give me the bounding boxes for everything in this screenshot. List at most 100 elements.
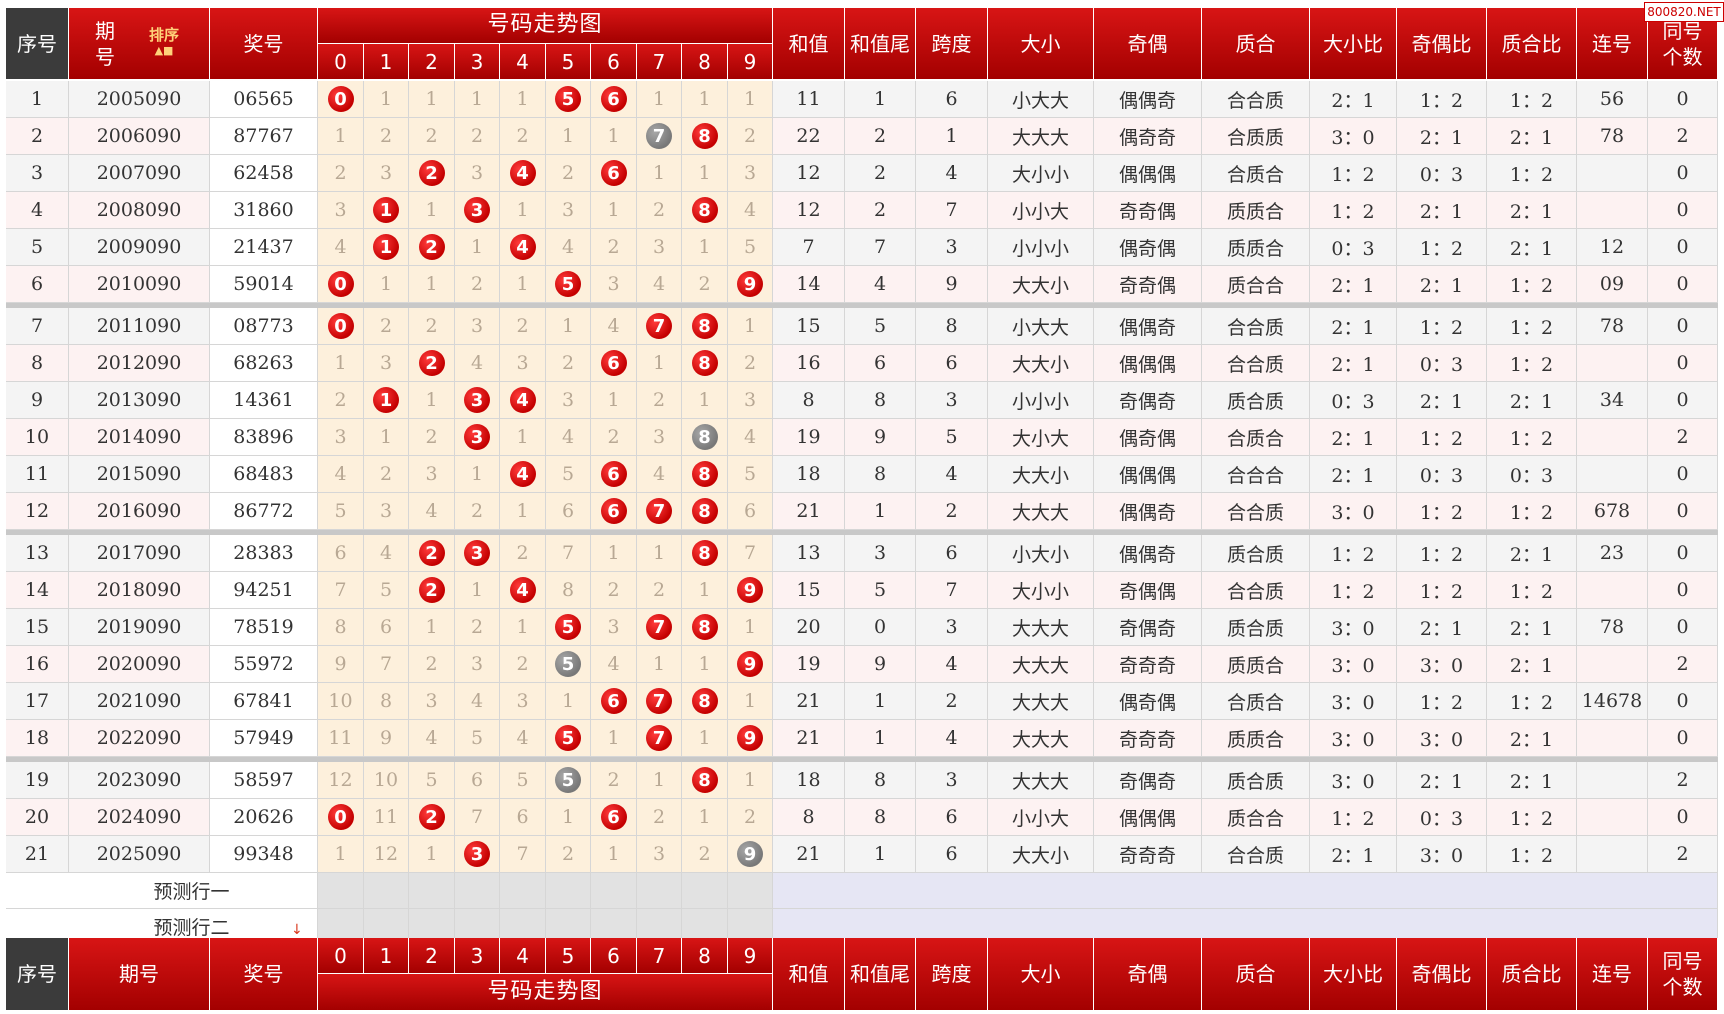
cell-same: 0 bbox=[1648, 382, 1718, 419]
prediction-cell[interactable] bbox=[546, 873, 591, 909]
group-separator bbox=[6, 757, 1718, 762]
prediction-cell[interactable] bbox=[364, 873, 409, 909]
prediction-cell[interactable] bbox=[591, 873, 637, 909]
prediction-cell[interactable] bbox=[637, 873, 682, 909]
cell-same: 2 bbox=[1648, 762, 1718, 799]
trend-cell-3: 1 bbox=[455, 229, 500, 266]
winning-digit-ball: 5 bbox=[555, 614, 581, 640]
trend-cell-8: 8 bbox=[682, 308, 728, 345]
cell-consec bbox=[1577, 345, 1648, 382]
footer-digit-6: 6 bbox=[591, 938, 637, 974]
cell-period: 2020090 bbox=[69, 646, 210, 683]
cell-qr: 2：1 bbox=[1487, 229, 1577, 266]
cell-prize: 99348 bbox=[210, 836, 318, 873]
winning-digit-ball: 8 bbox=[691, 498, 718, 524]
cell-pr: 2：1 bbox=[1397, 118, 1487, 155]
prediction-cell[interactable] bbox=[728, 873, 773, 909]
cell-consec: 14678 bbox=[1577, 683, 1648, 720]
winning-digit-ball: 0 bbox=[327, 313, 354, 339]
cell-span: 9 bbox=[916, 266, 988, 303]
cell-sr: 1：2 bbox=[1310, 155, 1397, 192]
trend-cell-7: 7 bbox=[637, 720, 682, 757]
trend-cell-8: 1 bbox=[682, 382, 728, 419]
cell-tail: 1 bbox=[845, 836, 916, 873]
cell-pr: 2：1 bbox=[1397, 762, 1487, 799]
cell-pr: 0：3 bbox=[1397, 345, 1487, 382]
cell-size: 大大大 bbox=[988, 493, 1094, 530]
cell-same: 0 bbox=[1648, 308, 1718, 345]
cell-period: 2024090 bbox=[69, 799, 210, 836]
trend-cell-6: 2 bbox=[591, 572, 637, 609]
trend-cell-5: 5 bbox=[546, 720, 591, 757]
cell-pr: 2：1 bbox=[1397, 192, 1487, 229]
trend-cell-8: 2 bbox=[682, 266, 728, 303]
prediction-cell[interactable] bbox=[682, 873, 728, 909]
winning-digit-ball: 9 bbox=[737, 271, 763, 297]
winning-digit-ball: 8 bbox=[691, 614, 718, 640]
footer-seq: 序号 bbox=[6, 938, 69, 1011]
cell-size: 大大小 bbox=[988, 456, 1094, 493]
cell-size: 大大大 bbox=[988, 646, 1094, 683]
winning-digit-ball: 7 bbox=[646, 614, 672, 640]
cell-prime: 质质合 bbox=[1202, 192, 1310, 229]
trend-cell-0: 9 bbox=[318, 646, 364, 683]
cell-sum: 19 bbox=[773, 419, 845, 456]
cell-sum: 20 bbox=[773, 609, 845, 646]
winning-digit-ball: 8 bbox=[691, 350, 718, 376]
winning-digit-ball: 1 bbox=[373, 197, 399, 223]
cell-prize: 21437 bbox=[210, 229, 318, 266]
winning-digit-ball: 2 bbox=[418, 577, 445, 603]
trend-cell-4: 4 bbox=[500, 456, 546, 493]
winning-digit-ball: 4 bbox=[509, 461, 536, 487]
cell-period: 2007090 bbox=[69, 155, 210, 192]
prediction-cell[interactable] bbox=[409, 873, 455, 909]
footer-sum: 和值 bbox=[773, 938, 845, 1011]
cell-sr: 0：3 bbox=[1310, 229, 1397, 266]
winning-digit-ball: 0 bbox=[327, 271, 354, 297]
prediction-cell[interactable] bbox=[455, 873, 500, 909]
trend-cell-6: 4 bbox=[591, 646, 637, 683]
trend-cell-0: 6 bbox=[318, 535, 364, 572]
trend-cell-0: 1 bbox=[318, 836, 364, 873]
trend-cell-7: 7 bbox=[637, 118, 682, 155]
trend-cell-6: 3 bbox=[591, 266, 637, 303]
cell-prize: 20626 bbox=[210, 799, 318, 836]
cell-same: 0 bbox=[1648, 229, 1718, 266]
cell-qr: 2：1 bbox=[1487, 535, 1577, 572]
trend-cell-7: 1 bbox=[637, 762, 682, 799]
cell-tail: 7 bbox=[845, 229, 916, 266]
trend-cell-7: 4 bbox=[637, 456, 682, 493]
footer-prime-ratio: 质合比 bbox=[1487, 938, 1577, 1011]
cell-consec: 34 bbox=[1577, 382, 1648, 419]
winning-digit-ball: 9 bbox=[737, 651, 763, 677]
cell-period: 2010090 bbox=[69, 266, 210, 303]
footer-size-ratio: 大小比 bbox=[1310, 938, 1397, 1011]
trend-cell-9: 2 bbox=[728, 118, 773, 155]
group-separator bbox=[6, 530, 1718, 535]
cell-parity: 偶偶偶 bbox=[1094, 799, 1202, 836]
trend-cell-6: 6 bbox=[591, 493, 637, 530]
cell-pr: 3：0 bbox=[1397, 836, 1487, 873]
prediction-cell[interactable] bbox=[500, 873, 546, 909]
trend-cell-6: 1 bbox=[591, 836, 637, 873]
trend-cell-7: 3 bbox=[637, 229, 682, 266]
trend-cell-6: 2 bbox=[591, 229, 637, 266]
sort-button[interactable]: 排序 ▲■ bbox=[144, 24, 184, 64]
cell-period: 2005090 bbox=[69, 81, 210, 118]
prediction-cell[interactable] bbox=[318, 873, 364, 909]
cell-period: 2006090 bbox=[69, 118, 210, 155]
cell-seq: 8 bbox=[6, 345, 69, 382]
trend-cell-2: 1 bbox=[409, 609, 455, 646]
trend-cell-9: 5 bbox=[728, 229, 773, 266]
cell-parity: 奇奇奇 bbox=[1094, 720, 1202, 757]
header-period[interactable]: 期 号 bbox=[69, 8, 210, 80]
cell-period: 2018090 bbox=[69, 572, 210, 609]
trend-cell-3: 2 bbox=[455, 266, 500, 303]
cell-qr: 1：2 bbox=[1487, 345, 1577, 382]
trend-cell-9: 7 bbox=[728, 535, 773, 572]
cell-tail: 5 bbox=[845, 572, 916, 609]
trend-cell-0: 7 bbox=[318, 572, 364, 609]
trend-cell-7: 7 bbox=[637, 609, 682, 646]
scroll-down-arrow-icon[interactable]: ↓ bbox=[291, 922, 303, 938]
winning-digit-ball: 9 bbox=[737, 725, 763, 751]
